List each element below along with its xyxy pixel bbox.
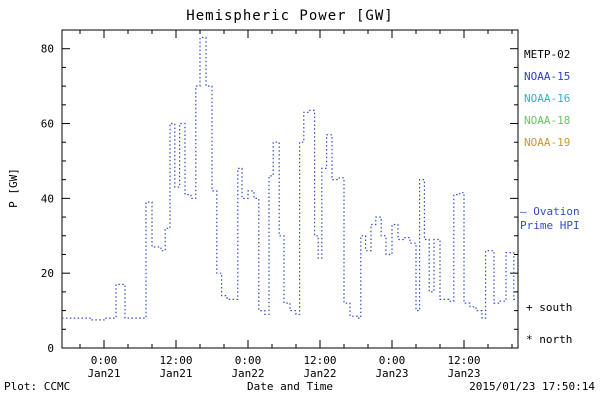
legend-item-noaa-15: NOAA-15: [524, 70, 571, 83]
y-tick-label: 60: [41, 118, 54, 131]
x-tick-time-label: 12:00: [159, 354, 192, 367]
plot-border: [61, 29, 519, 349]
y-axis-label: P [GW]: [7, 168, 20, 208]
y-tick-label: 80: [41, 43, 54, 56]
x-tick-time-label: 12:00: [447, 354, 480, 367]
legend-item-noaa-19: NOAA-19: [524, 136, 571, 149]
axis-tick-labels: 0204060800:00Jan2112:00Jan210:00Jan2212:…: [41, 43, 481, 380]
legend-item-metp-02: METP-02: [524, 48, 571, 61]
plot-source-label: Plot: CCMC: [4, 380, 71, 393]
south-marker-label: + south: [526, 301, 573, 314]
satellite-legend: METP-02 NOAA-15 NOAA-16 NOAA-18 NOAA-19: [524, 44, 570, 154]
ovation-annotation-line2: Prime HPI: [520, 219, 580, 232]
legend-item-noaa-16: NOAA-16: [524, 92, 571, 105]
x-tick-time-label: 12:00: [303, 354, 336, 367]
hpi-step-line: [62, 36, 518, 321]
y-tick-label: 40: [41, 192, 54, 205]
ovation-annotation-line1: — Ovation: [520, 205, 580, 218]
x-tick-date-label: Jan22: [303, 367, 336, 380]
axes-frame: [61, 29, 519, 349]
ovation-annotation: — Ovation Prime HPI: [520, 205, 580, 233]
north-marker-label: * north: [526, 333, 573, 346]
chart-title: Hemispheric Power [GW]: [186, 8, 394, 24]
x-tick-time-label: 0:00: [235, 354, 262, 367]
x-tick-date-label: Jan21: [159, 367, 192, 380]
x-tick-time-label: 0:00: [379, 354, 406, 367]
ovation-prime-hpi-line: [62, 36, 518, 321]
plot-timestamp: 2015/01/23 17:50:14: [469, 380, 595, 393]
x-tick-date-label: Jan23: [375, 367, 408, 380]
y-tick-label: 0: [47, 342, 54, 355]
legend-item-noaa-18: NOAA-18: [524, 114, 571, 127]
x-tick-time-label: 0:00: [91, 354, 118, 367]
y-tick-label: 20: [41, 267, 54, 280]
x-tick-date-label: Jan22: [231, 367, 264, 380]
x-tick-date-label: Jan23: [447, 367, 480, 380]
axis-ticks: [62, 29, 518, 349]
x-tick-date-label: Jan21: [87, 367, 120, 380]
x-axis-label: Date and Time: [246, 380, 334, 393]
